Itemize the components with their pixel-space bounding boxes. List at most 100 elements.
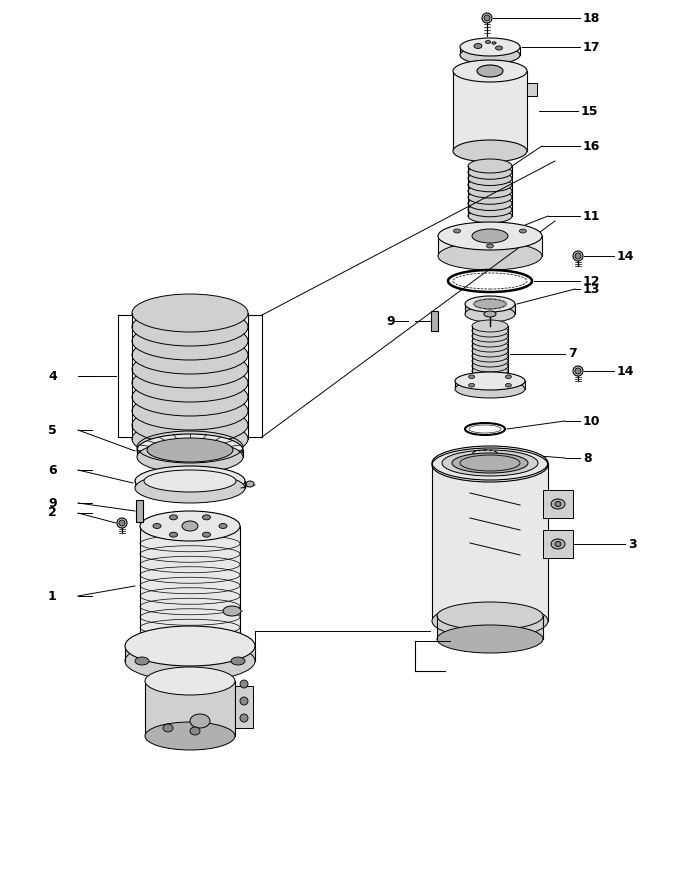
Ellipse shape [476, 300, 479, 301]
Ellipse shape [468, 172, 512, 186]
Ellipse shape [453, 140, 527, 162]
Ellipse shape [442, 450, 538, 476]
Ellipse shape [497, 307, 499, 309]
Ellipse shape [491, 298, 494, 300]
Ellipse shape [135, 657, 149, 665]
Ellipse shape [202, 515, 210, 520]
Ellipse shape [551, 499, 565, 509]
Ellipse shape [497, 299, 499, 300]
Ellipse shape [132, 294, 248, 332]
Ellipse shape [465, 296, 515, 312]
Ellipse shape [468, 178, 512, 192]
Ellipse shape [468, 209, 512, 223]
Ellipse shape [468, 190, 512, 205]
Ellipse shape [472, 452, 474, 454]
Ellipse shape [494, 451, 497, 452]
Text: 10: 10 [583, 415, 600, 428]
Ellipse shape [575, 368, 581, 374]
Polygon shape [235, 686, 253, 728]
Ellipse shape [465, 306, 515, 322]
Ellipse shape [125, 641, 255, 681]
Ellipse shape [437, 602, 543, 630]
Ellipse shape [468, 165, 512, 179]
Polygon shape [140, 526, 240, 646]
Ellipse shape [432, 604, 548, 638]
Text: 17: 17 [583, 40, 600, 53]
Ellipse shape [153, 523, 161, 529]
Ellipse shape [472, 365, 508, 377]
Text: 4: 4 [48, 369, 57, 382]
Ellipse shape [182, 521, 198, 531]
Ellipse shape [163, 724, 173, 732]
Ellipse shape [551, 539, 565, 549]
Polygon shape [527, 83, 537, 96]
Text: 6: 6 [48, 463, 57, 476]
Ellipse shape [469, 375, 475, 379]
Ellipse shape [125, 626, 255, 666]
Ellipse shape [519, 229, 527, 233]
Ellipse shape [240, 680, 248, 688]
Ellipse shape [132, 336, 248, 374]
Text: 14: 14 [617, 249, 635, 262]
Ellipse shape [455, 380, 525, 398]
Ellipse shape [190, 727, 200, 735]
Text: 1: 1 [48, 590, 57, 603]
Text: 15: 15 [581, 105, 598, 118]
Ellipse shape [169, 532, 178, 537]
Ellipse shape [505, 303, 507, 305]
Ellipse shape [132, 350, 248, 388]
Ellipse shape [169, 515, 178, 520]
Ellipse shape [135, 466, 245, 496]
Ellipse shape [460, 38, 520, 56]
Ellipse shape [472, 350, 508, 362]
Ellipse shape [432, 446, 548, 480]
Ellipse shape [145, 722, 235, 750]
Ellipse shape [132, 392, 248, 430]
Ellipse shape [486, 308, 489, 310]
Ellipse shape [460, 455, 520, 471]
Ellipse shape [503, 301, 507, 303]
Ellipse shape [240, 697, 248, 705]
Ellipse shape [140, 631, 240, 661]
Ellipse shape [132, 364, 248, 402]
Bar [431, 311, 438, 331]
Ellipse shape [473, 451, 476, 452]
Ellipse shape [491, 308, 494, 310]
Polygon shape [145, 681, 235, 736]
Ellipse shape [477, 65, 503, 77]
Text: 12: 12 [583, 274, 600, 287]
Ellipse shape [231, 657, 245, 665]
Text: 13: 13 [583, 282, 600, 295]
Ellipse shape [473, 454, 476, 456]
Ellipse shape [132, 308, 248, 346]
Polygon shape [465, 304, 515, 314]
Text: 3: 3 [628, 537, 637, 550]
Ellipse shape [144, 470, 236, 492]
Text: 7: 7 [568, 347, 576, 360]
Text: 9: 9 [48, 496, 57, 510]
Ellipse shape [437, 625, 543, 653]
Ellipse shape [475, 450, 495, 456]
Ellipse shape [478, 449, 480, 451]
Ellipse shape [573, 251, 583, 261]
Ellipse shape [223, 606, 241, 616]
Text: 16: 16 [583, 139, 600, 152]
Ellipse shape [117, 518, 127, 528]
Ellipse shape [452, 453, 528, 473]
Ellipse shape [472, 330, 508, 342]
Ellipse shape [573, 366, 583, 376]
Ellipse shape [555, 542, 561, 546]
Text: 18: 18 [583, 11, 600, 24]
Ellipse shape [219, 523, 227, 529]
Ellipse shape [468, 159, 512, 173]
Ellipse shape [137, 434, 243, 466]
Ellipse shape [202, 532, 210, 537]
Ellipse shape [505, 383, 512, 387]
Ellipse shape [472, 360, 508, 372]
Ellipse shape [132, 420, 248, 458]
Ellipse shape [119, 520, 125, 526]
Ellipse shape [473, 301, 477, 303]
Ellipse shape [492, 42, 496, 44]
Ellipse shape [469, 383, 475, 387]
Ellipse shape [132, 406, 248, 444]
